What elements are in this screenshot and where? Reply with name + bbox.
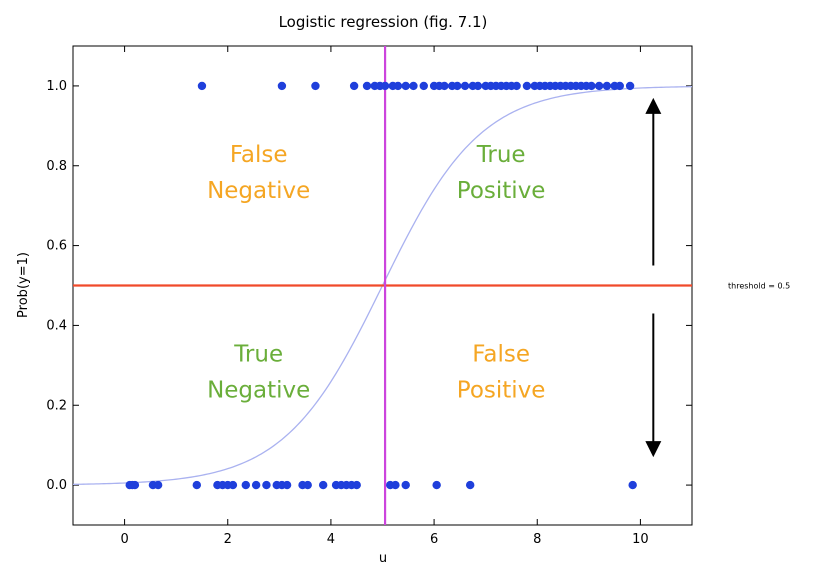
y-tick-label: 0.2 [46,398,67,413]
quadrant-label-line: Negative [207,178,310,204]
quadrant-label-line: True [233,341,283,367]
data-point [393,81,403,91]
y-axis-label: Prob(y=1) [16,252,31,318]
x-tick-label: 2 [224,532,232,547]
data-point [512,81,521,91]
data-point [460,81,470,91]
data-point [197,81,207,91]
x-tick-label: 4 [327,532,335,547]
data-point [628,480,637,490]
data-point [625,81,635,91]
data-point [440,81,449,91]
data-point [352,480,361,490]
data-point [602,81,612,91]
quadrant-label: True Positive [457,142,546,204]
data-point [391,480,400,490]
x-tick-label: 8 [533,532,541,547]
quadrant-label: False Positive [457,341,546,403]
quadrant-label-line: True [476,142,526,168]
data-point [522,81,532,91]
data-point [349,81,359,91]
data-point [432,480,441,490]
data-point [465,480,475,490]
quadrant-label-line: Positive [457,178,546,204]
data-point [615,81,624,91]
data-point [409,81,418,91]
x-tick-label: 10 [632,532,649,547]
y-tick-label: 0.6 [46,239,67,254]
quadrant-label-line: Positive [457,377,546,403]
data-point [277,81,287,91]
data-point [311,81,320,91]
quadrant-label: True Negative [207,341,310,403]
data-point [587,81,596,91]
y-tick-label: 0.0 [46,478,67,493]
data-point [318,480,328,490]
data-point [262,480,271,490]
quadrant-label: False Negative [207,142,310,204]
data-point [130,480,140,490]
data-point [282,480,292,490]
y-tick-label: 1.0 [46,79,67,94]
x-axis-label: u [379,551,387,566]
data-point [303,480,312,490]
data-point [153,480,163,490]
data-point [380,81,390,91]
data-point [419,81,428,91]
x-tick-label: 0 [120,532,128,547]
y-tick-label: 0.8 [46,159,67,174]
chart-title: Logistic regression (fig. 7.1) [279,13,488,31]
data-point [362,81,372,91]
x-tick-label: 6 [430,532,438,547]
data-point [251,480,261,490]
data-point [594,81,604,91]
data-point [453,81,462,91]
quadrant-label-line: False [472,341,530,367]
quadrant-label-line: Negative [207,377,310,403]
data-point [401,81,410,91]
quadrant-label-line: False [230,142,288,168]
threshold-label: threshold = 0.5 [728,282,790,291]
data-point [473,81,483,91]
y-tick-label: 0.4 [46,318,67,333]
data-point [241,480,251,490]
data-point [192,480,201,490]
data-point [228,480,238,490]
data-point [401,480,410,490]
